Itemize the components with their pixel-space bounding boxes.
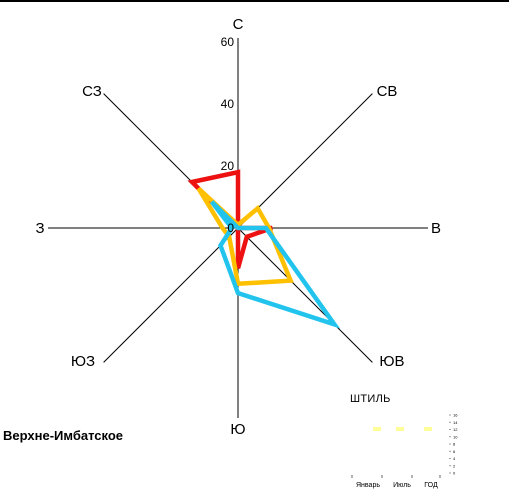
calm-categories: Январь Июль ГОД: [356, 482, 438, 489]
wind-series: [187, 169, 341, 329]
calm-y-tick-mark-12: [449, 429, 451, 430]
direction-label-sw: ЮЗ: [71, 353, 95, 370]
radial-tick-label-60: 60: [221, 35, 235, 49]
calm-y-tick-mark-10: [449, 436, 451, 438]
direction-label-e: В: [431, 220, 441, 237]
calm-y-tick-mark-6: [449, 450, 451, 452]
wind-rose-chart: 0 20 40 60 С СВ В ЮВ Ю ЮЗ З СЗ: [35, 16, 441, 438]
radial-tick-label-0: 0: [227, 221, 234, 235]
station-name: Верхне-Имбатское: [3, 428, 124, 443]
calm-y-tick-8: 8: [453, 442, 456, 447]
calm-y-tick-14: 14: [453, 420, 458, 425]
direction-label-se: ЮВ: [379, 353, 404, 370]
axis-line-se: [237, 227, 373, 363]
radial-tick-label-20: 20: [221, 159, 235, 173]
axis-line-sw: [103, 227, 239, 363]
calm-bar-chart: 0 2 4 6 8 10 12 14 16 Январь Июль ГОД: [351, 413, 458, 489]
calm-y-tick-0: 0: [453, 471, 456, 476]
calm-bar-1: [373, 427, 381, 431]
calm-y-tick-4: 4: [453, 456, 456, 461]
calm-y-tick-10: 10: [453, 434, 458, 439]
calm-y-tick-16: 16: [453, 413, 458, 418]
axis-line-ne: [237, 93, 373, 229]
calm-y-ticks: 0 2 4 6 8 10 12 14 16: [453, 413, 458, 476]
calm-y-tick-mark-2: [449, 465, 451, 467]
radial-ticks: 0 20 40 60: [221, 35, 235, 235]
direction-label-s: Ю: [230, 421, 245, 438]
calm-y-tick-12: 12: [453, 427, 458, 432]
calm-bar-2: [396, 427, 404, 431]
direction-label-n: С: [233, 16, 244, 33]
calm-y-tick-mark-8: [449, 443, 451, 445]
calm-y-tick-mark-14: [449, 421, 451, 423]
calm-bars: [351, 414, 451, 478]
calm-y-tick-mark-4: [449, 458, 451, 459]
direction-label-w: З: [35, 220, 44, 237]
direction-labels: С СВ В ЮВ Ю ЮЗ З СЗ: [35, 16, 441, 438]
direction-label-ne: СВ: [377, 83, 398, 100]
calm-category-january: Январь: [356, 482, 380, 489]
wind-series-line-3: [209, 200, 341, 329]
calm-chart-title: ШТИЛЬ: [350, 393, 391, 405]
direction-label-nw: СЗ: [82, 83, 102, 100]
calm-category-year: ГОД: [424, 482, 438, 489]
top-border: [0, 0, 509, 2]
calm-y-tick-6: 6: [453, 449, 456, 454]
radial-tick-label-40: 40: [221, 97, 235, 111]
calm-y-tick-mark-16: [449, 414, 451, 416]
calm-category-july: Июль: [393, 482, 411, 489]
calm-bar-3: [424, 427, 432, 431]
wind-series-line-2: [196, 186, 294, 287]
calm-y-tick-2: 2: [453, 463, 456, 468]
calm-y-tick-mark-0: [449, 472, 451, 474]
